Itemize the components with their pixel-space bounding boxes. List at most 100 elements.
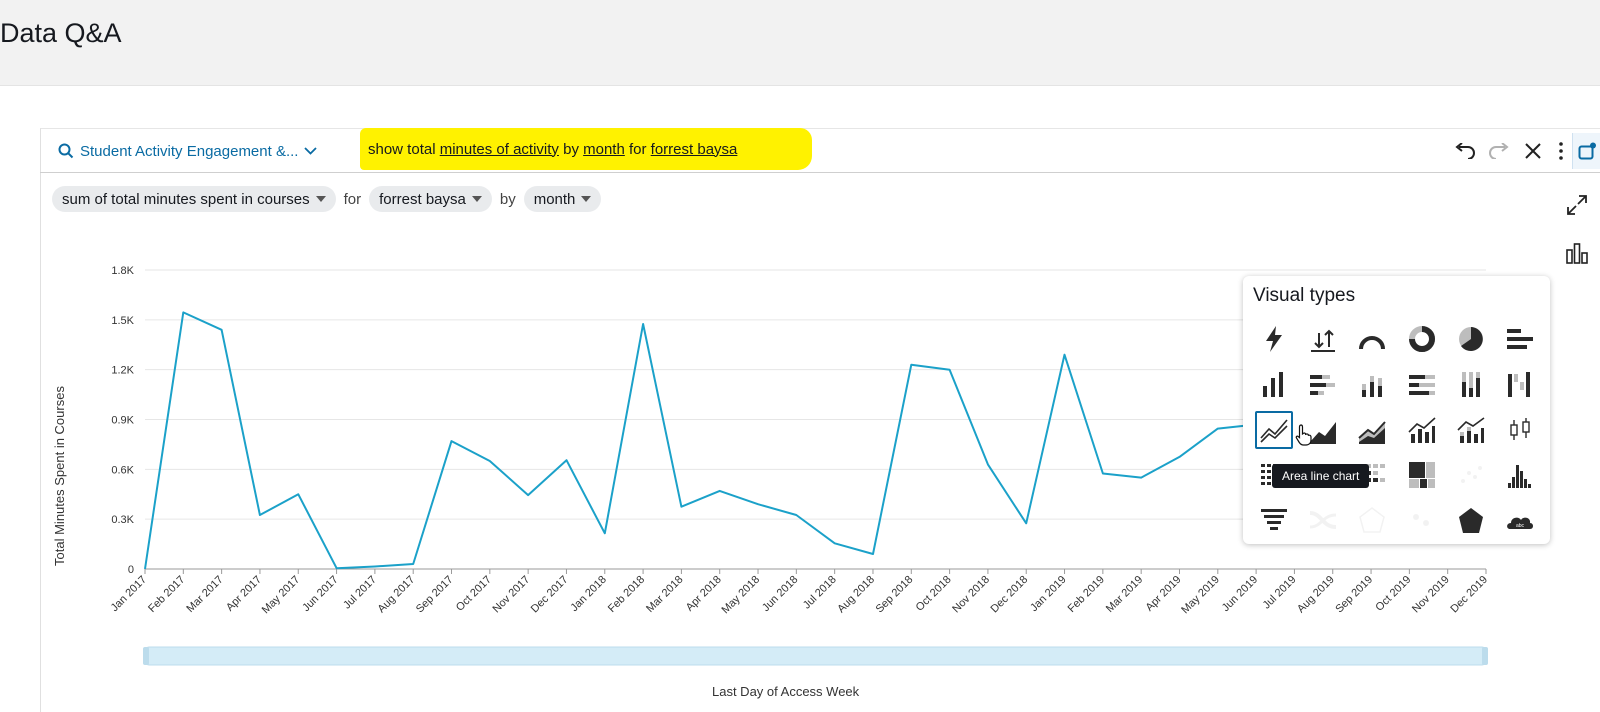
- x-tick-label: Apr 2017: [224, 574, 264, 614]
- x-tick-label: Aug 2018: [835, 574, 877, 616]
- x-tick-label: Nov 2017: [490, 574, 532, 616]
- visual-type-combo-stacked-line[interactable]: [1446, 407, 1495, 453]
- x-tick-label: Sep 2019: [1333, 574, 1375, 616]
- visual-type-frame: [1501, 320, 1539, 358]
- query-input[interactable]: show total minutes of activity by month …: [360, 128, 812, 170]
- redo-button[interactable]: [1482, 138, 1516, 164]
- measure-label: sum of total minutes spent in courses: [62, 190, 310, 208]
- visual-type-frame: abc: [1501, 502, 1539, 540]
- more-options-button[interactable]: [1550, 138, 1572, 164]
- visual-type-filled-map[interactable]: [1446, 498, 1495, 544]
- visual-type-box-plot[interactable]: [1495, 407, 1544, 453]
- visual-type-pie[interactable]: [1446, 316, 1495, 362]
- visual-type-scatter[interactable]: [1446, 453, 1495, 499]
- filter-label: forrest baysa: [379, 190, 466, 208]
- query-entity[interactable]: month: [583, 140, 625, 158]
- combo-bar-line-icon: [1407, 417, 1436, 443]
- x-tick-label: Apr 2019: [1144, 574, 1184, 614]
- x-tick-label: May 2019: [1179, 574, 1222, 617]
- clear-button[interactable]: [1516, 138, 1550, 164]
- x-tick-label: May 2017: [260, 574, 303, 617]
- topic-name: Student Activity Engagement &...: [80, 142, 299, 160]
- x-tick-label: Jun 2019: [1220, 574, 1260, 614]
- undo-icon: [1455, 143, 1475, 159]
- visual-type-frame: [1403, 456, 1441, 494]
- query-word: for: [624, 140, 651, 158]
- visual-type-line-chart[interactable]: [1249, 407, 1298, 453]
- visual-types-grid: abc: [1249, 316, 1545, 544]
- more-vertical-icon: [1559, 142, 1563, 160]
- visual-type-kpi[interactable]: [1249, 316, 1298, 362]
- hand-cursor-icon: [1295, 424, 1312, 446]
- visual-type-percent-horizontal-bar[interactable]: [1397, 362, 1446, 408]
- topic-selector[interactable]: Student Activity Engagement &...: [58, 141, 318, 161]
- visual-type-radar[interactable]: [1348, 498, 1397, 544]
- x-tick-label: Feb 2017: [146, 574, 187, 615]
- visual-type-histogram[interactable]: [1495, 453, 1544, 499]
- visual-type-percent-vertical-bar[interactable]: [1446, 362, 1495, 408]
- radar-icon: [1359, 506, 1386, 533]
- x-tick-label: Jun 2018: [760, 574, 800, 614]
- visual-type-word-cloud[interactable]: abc: [1495, 498, 1544, 544]
- visual-type-frame: [1304, 411, 1342, 449]
- visual-type-frame: [1501, 456, 1539, 494]
- x-tick-label: Dec 2017: [529, 574, 571, 616]
- filter-pill[interactable]: forrest baysa: [369, 186, 492, 212]
- visual-type-tree-map[interactable]: [1397, 453, 1446, 499]
- visual-type-stacked-vertical-bar[interactable]: [1348, 362, 1397, 408]
- measure-pill[interactable]: sum of total minutes spent in courses: [52, 186, 336, 212]
- expand-button[interactable]: [1562, 190, 1592, 220]
- visual-type-frame: [1304, 365, 1342, 403]
- redo-icon: [1489, 143, 1509, 159]
- visual-type-area-line-chart[interactable]: [1298, 407, 1347, 453]
- visual-type-frame: [1353, 365, 1391, 403]
- visual-type-comparison-kpi[interactable]: [1298, 316, 1347, 362]
- visual-type-sankey[interactable]: [1298, 498, 1347, 544]
- visual-type-frame: [1501, 365, 1539, 403]
- visual-type-map[interactable]: [1397, 498, 1446, 544]
- visual-type-frame: [1255, 320, 1293, 358]
- visual-type-frame: [1452, 365, 1490, 403]
- visual-type-horizontal-bar[interactable]: [1495, 316, 1544, 362]
- qa-panel: [40, 128, 1600, 712]
- group-pill[interactable]: month: [523, 186, 602, 212]
- visual-type-stacked-area[interactable]: [1348, 407, 1397, 453]
- series-line: [144, 311, 1257, 570]
- visual-type-waterfall[interactable]: [1495, 362, 1544, 408]
- visual-type-stacked-horizontal-bar[interactable]: [1298, 362, 1347, 408]
- visual-types-button[interactable]: [1562, 238, 1592, 268]
- line-chart-icon: [1260, 419, 1288, 443]
- horizontal-bar-icon: [1507, 328, 1534, 349]
- popover-title: Visual types: [1253, 285, 1356, 306]
- query-word: show total: [368, 140, 440, 158]
- funnel-icon: [1260, 508, 1287, 530]
- x-tick-label: Mar 2018: [644, 574, 685, 615]
- expand-icon: [1567, 195, 1587, 215]
- caret-down-icon: [315, 196, 326, 202]
- x-tick-label: Feb 2018: [606, 574, 647, 615]
- gauge-icon: [1359, 335, 1386, 349]
- for-text: for: [343, 190, 362, 208]
- side-panel-toggle[interactable]: [1572, 133, 1600, 169]
- x-tick-label: Mar 2017: [184, 574, 225, 615]
- stacked-area-icon: [1358, 421, 1386, 444]
- x-tick-label: Jul 2018: [801, 574, 839, 612]
- caret-down-icon: [471, 196, 482, 202]
- sankey-icon: [1309, 510, 1337, 529]
- visual-types-popover: Visual types abc: [1243, 276, 1550, 544]
- undo-button[interactable]: [1448, 138, 1482, 164]
- x-tick-label: Jan 2019: [1028, 574, 1068, 614]
- visual-type-vertical-bar[interactable]: [1249, 362, 1298, 408]
- x-tick-label: Dec 2018: [989, 574, 1031, 616]
- x-tick-label: Jan 2017: [109, 574, 149, 614]
- panel-icon: [1578, 142, 1596, 160]
- visual-type-combo-bar-line[interactable]: [1397, 407, 1446, 453]
- caret-down-icon: [581, 196, 592, 202]
- query-entity[interactable]: minutes of activity: [439, 140, 559, 158]
- visual-type-funnel[interactable]: [1249, 498, 1298, 544]
- visual-type-donut[interactable]: [1397, 316, 1446, 362]
- query-entity[interactable]: forrest baysa: [650, 140, 738, 158]
- percent-horizontal-bar-icon: [1408, 375, 1435, 396]
- tooltip: Area line chart: [1272, 464, 1370, 488]
- visual-type-gauge[interactable]: [1348, 316, 1397, 362]
